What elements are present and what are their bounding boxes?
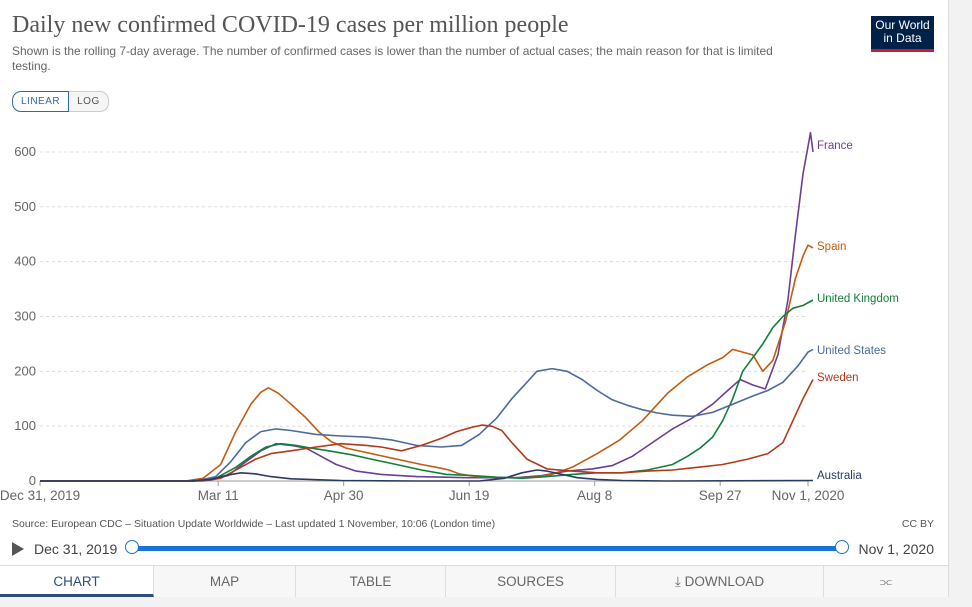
x-tick-label: Dec 31, 2019 <box>0 488 80 503</box>
log-scale-button[interactable]: LOG <box>69 91 109 112</box>
x-tick-label: Apr 30 <box>324 488 364 503</box>
series-label-sweden: Sweden <box>817 372 859 384</box>
series-label-spain: Spain <box>817 241 846 253</box>
scale-toggle: LINEAR LOG <box>12 91 109 112</box>
series-line-france <box>40 131 814 482</box>
owid-logo[interactable]: Our World in Data <box>871 16 934 52</box>
linear-scale-button[interactable]: LINEAR <box>12 91 70 112</box>
license-link[interactable]: CC BY <box>901 518 934 530</box>
y-tick-label: 0 <box>29 473 36 488</box>
tab-map[interactable]: MAP <box>154 566 296 597</box>
logo-line-2: in Data <box>883 31 922 45</box>
download-label: DOWNLOAD <box>684 574 765 589</box>
timeline-start-handle[interactable] <box>125 540 139 554</box>
timeline-end-handle[interactable] <box>835 540 849 554</box>
series-label-united-states: United States <box>817 345 886 357</box>
x-tick-label: Sep 27 <box>699 488 742 503</box>
tab-sources[interactable]: SOURCES <box>446 566 616 597</box>
series-label-france: France <box>817 140 853 152</box>
timeline-start-label: Dec 31, 2019 <box>34 541 118 557</box>
timeline-end-label: Nov 1, 2020 <box>858 541 935 557</box>
x-tick-label: Mar 11 <box>198 488 239 503</box>
x-tick-label: Jun 19 <box>449 488 490 503</box>
source-note[interactable]: Source: European CDC – Situation Update … <box>12 518 496 530</box>
tab-download[interactable]: ⤓ DOWNLOAD <box>616 566 824 597</box>
series-line-united-kingdom <box>40 299 814 482</box>
y-tick-label: 100 <box>14 418 36 433</box>
series-line-sweden <box>40 379 814 482</box>
tab-chart[interactable]: CHART <box>0 566 154 597</box>
tab-table[interactable]: TABLE <box>296 566 446 597</box>
share-icon: ⫗ <box>879 574 893 589</box>
x-tick-label: Aug 8 <box>577 488 612 503</box>
series-label-australia: Australia <box>817 470 862 482</box>
y-tick-label: 200 <box>14 363 36 378</box>
y-tick-label: 500 <box>14 199 36 214</box>
tab-bar: CHART MAP TABLE SOURCES ⤓ DOWNLOAD ⫗ <box>0 565 948 597</box>
play-icon[interactable] <box>12 542 24 556</box>
y-tick-label: 600 <box>14 144 36 159</box>
x-tick-label: Nov 1, 2020 <box>772 488 845 503</box>
chart-title: Daily new confirmed COVID-19 cases per m… <box>12 12 569 38</box>
chart-subtitle: Shown is the rolling 7-day average. The … <box>12 44 773 73</box>
y-tick-label: 400 <box>14 254 36 269</box>
y-tick-label: 300 <box>14 308 36 323</box>
timeline: Dec 31, 2019 Nov 1, 2020 <box>12 538 936 560</box>
download-icon: ⤓ <box>674 574 685 589</box>
tab-share[interactable]: ⫗ <box>824 566 948 597</box>
logo-line-1: Our World <box>875 18 930 32</box>
series-line-united-states <box>40 348 814 482</box>
timeline-track[interactable] <box>132 546 842 551</box>
line-chart[interactable]: 0 100 200 300 400 500 600 Dec 31, 2019 Mar 11 Apr… <box>0 115 948 515</box>
series-label-united-kingdom: United Kingdom <box>817 293 899 305</box>
chart-frame: Daily new confirmed COVID-19 cases per m… <box>0 0 949 597</box>
series-line-australia <box>40 469 814 482</box>
